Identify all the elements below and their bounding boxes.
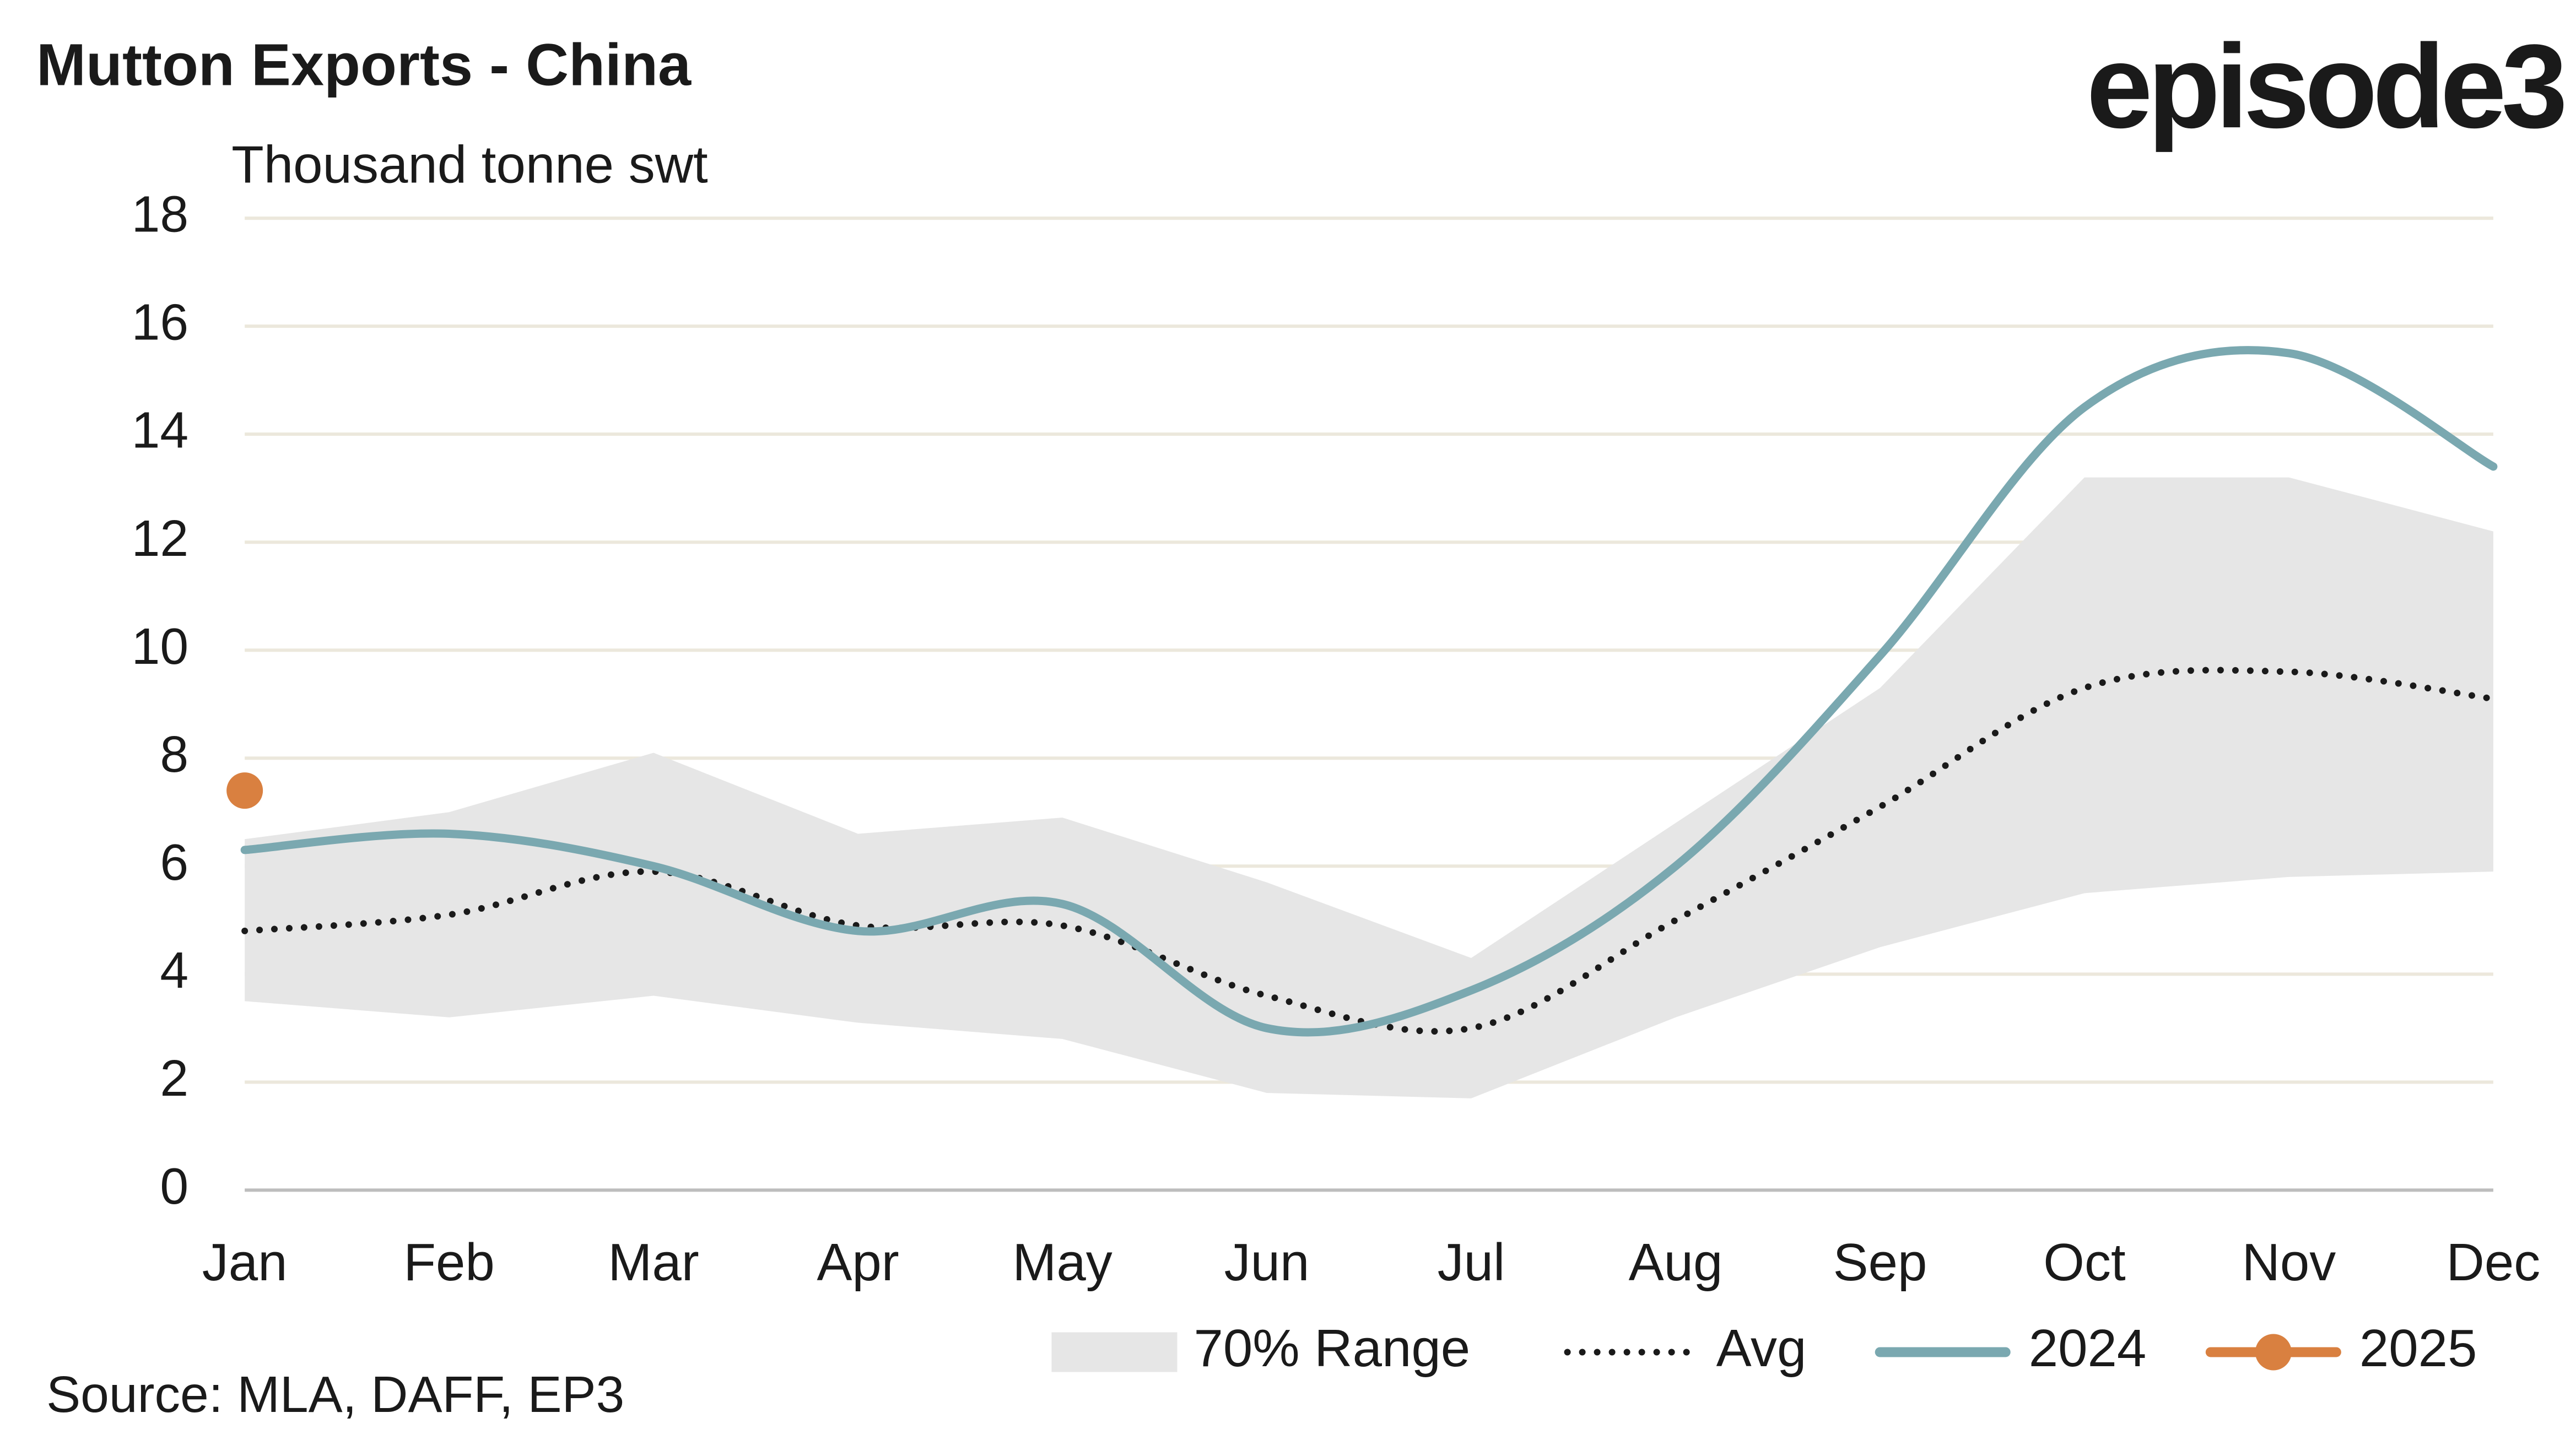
y-tick-label: 14	[132, 402, 188, 459]
legend-label: Avg	[1716, 1319, 1807, 1378]
x-tick-label: Jul	[1438, 1233, 1505, 1292]
y-tick-label: 16	[132, 294, 188, 351]
x-tick-label: Jun	[1224, 1233, 1310, 1292]
x-tick-label: Oct	[2043, 1233, 2125, 1292]
y-tick-label: 0	[160, 1157, 188, 1215]
y-tick-label: 6	[160, 833, 188, 891]
range-band	[245, 477, 2493, 1098]
x-tick-label: Apr	[817, 1233, 899, 1292]
legend-swatch	[1051, 1332, 1178, 1372]
x-tick-label: Sep	[1833, 1233, 1927, 1292]
y-tick-label: 4	[160, 941, 188, 999]
point	[226, 772, 263, 809]
y-tick-label: 12	[132, 510, 188, 567]
legend-label: 2025	[2359, 1319, 2477, 1378]
x-tick-label: Feb	[403, 1233, 494, 1292]
x-tick-label: Dec	[2447, 1233, 2541, 1292]
y-tick-label: 2	[160, 1049, 188, 1107]
series-line	[240, 346, 2498, 1037]
x-tick-label: Mar	[608, 1233, 699, 1292]
x-tick-label: May	[1012, 1233, 1112, 1292]
y-tick-label: 10	[132, 618, 188, 675]
x-tick-label: Aug	[1629, 1233, 1723, 1292]
x-tick-label: Jan	[202, 1233, 288, 1292]
y-tick-label: 18	[132, 186, 188, 243]
y-axis-label: Thousand tonne swt	[231, 135, 708, 194]
logo: episode3	[2086, 19, 2563, 153]
y-tick-label: 8	[160, 726, 188, 783]
legend-label: 70% Range	[1194, 1319, 1470, 1378]
source-note: Source: MLA, DAFF, EP3	[46, 1366, 624, 1423]
chart-title: Mutton Exports - China	[36, 31, 692, 98]
legend-marker	[2255, 1334, 2292, 1371]
x-tick-label: Nov	[2242, 1233, 2336, 1292]
legend-label: 2024	[2029, 1319, 2147, 1378]
